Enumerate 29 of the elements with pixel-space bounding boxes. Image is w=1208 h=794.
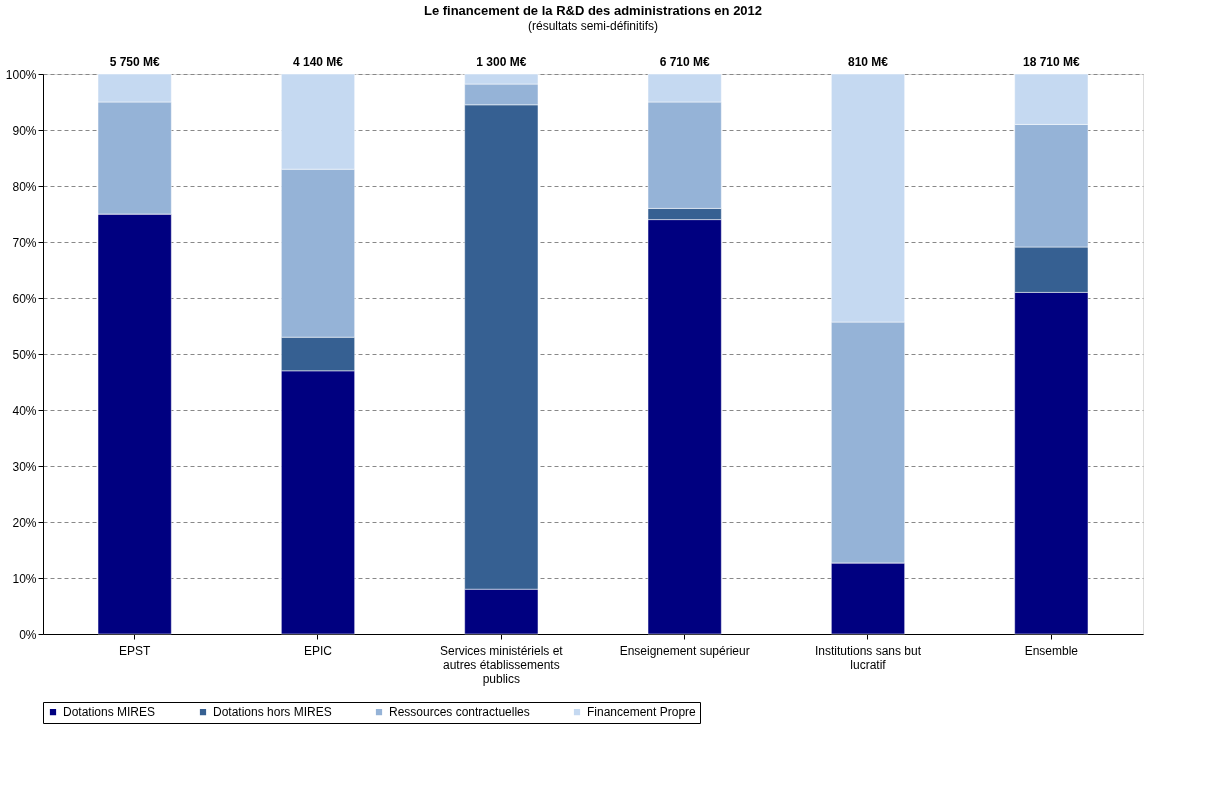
annotation: 5 750 M€ (109, 55, 160, 69)
y-tick-label: 70% (12, 235, 37, 250)
legend-label: Dotations hors MIRES (213, 705, 332, 720)
chart-subtitle: (résultats semi-définitifs) (527, 19, 659, 33)
y-tick-label: 50% (12, 347, 37, 362)
x-tick-label: Institutions sans but lucratif (814, 643, 922, 672)
annotation: 6 710 M€ (659, 55, 710, 69)
legend-label: Ressources contractuelles (389, 705, 530, 720)
chart-title: Le financement de la R&D des administrations en 2012 (423, 3, 763, 18)
x-tick-label: EPIC (303, 643, 333, 658)
y-tick-label: 80% (12, 179, 37, 194)
legend-label: Dotations MIRES (63, 705, 156, 720)
y-tick-label: 100% (5, 67, 37, 82)
y-tick-label: 90% (12, 123, 37, 138)
x-tick-label: EPST (118, 643, 152, 658)
annotation: 1 300 M€ (476, 55, 527, 69)
y-tick-label: 20% (12, 515, 37, 530)
y-tick-label: 10% (12, 571, 37, 586)
annotation: 18 710 M€ (1022, 55, 1081, 69)
x-tick-label: Enseignement supérieur (619, 643, 750, 658)
annotation: 810 M€ (847, 55, 889, 69)
y-tick-label: 60% (12, 291, 37, 306)
x-tick-label: Services ministériels et autres établissements publics (439, 643, 564, 686)
y-tick-label: 0% (19, 627, 37, 642)
legend-label: Financement Propre (587, 705, 697, 720)
y-tick-label: 30% (12, 459, 37, 474)
y-tick-label: 40% (12, 403, 37, 418)
x-tick-label: Ensemble (1024, 643, 1079, 658)
annotation: 4 140 M€ (292, 55, 344, 69)
